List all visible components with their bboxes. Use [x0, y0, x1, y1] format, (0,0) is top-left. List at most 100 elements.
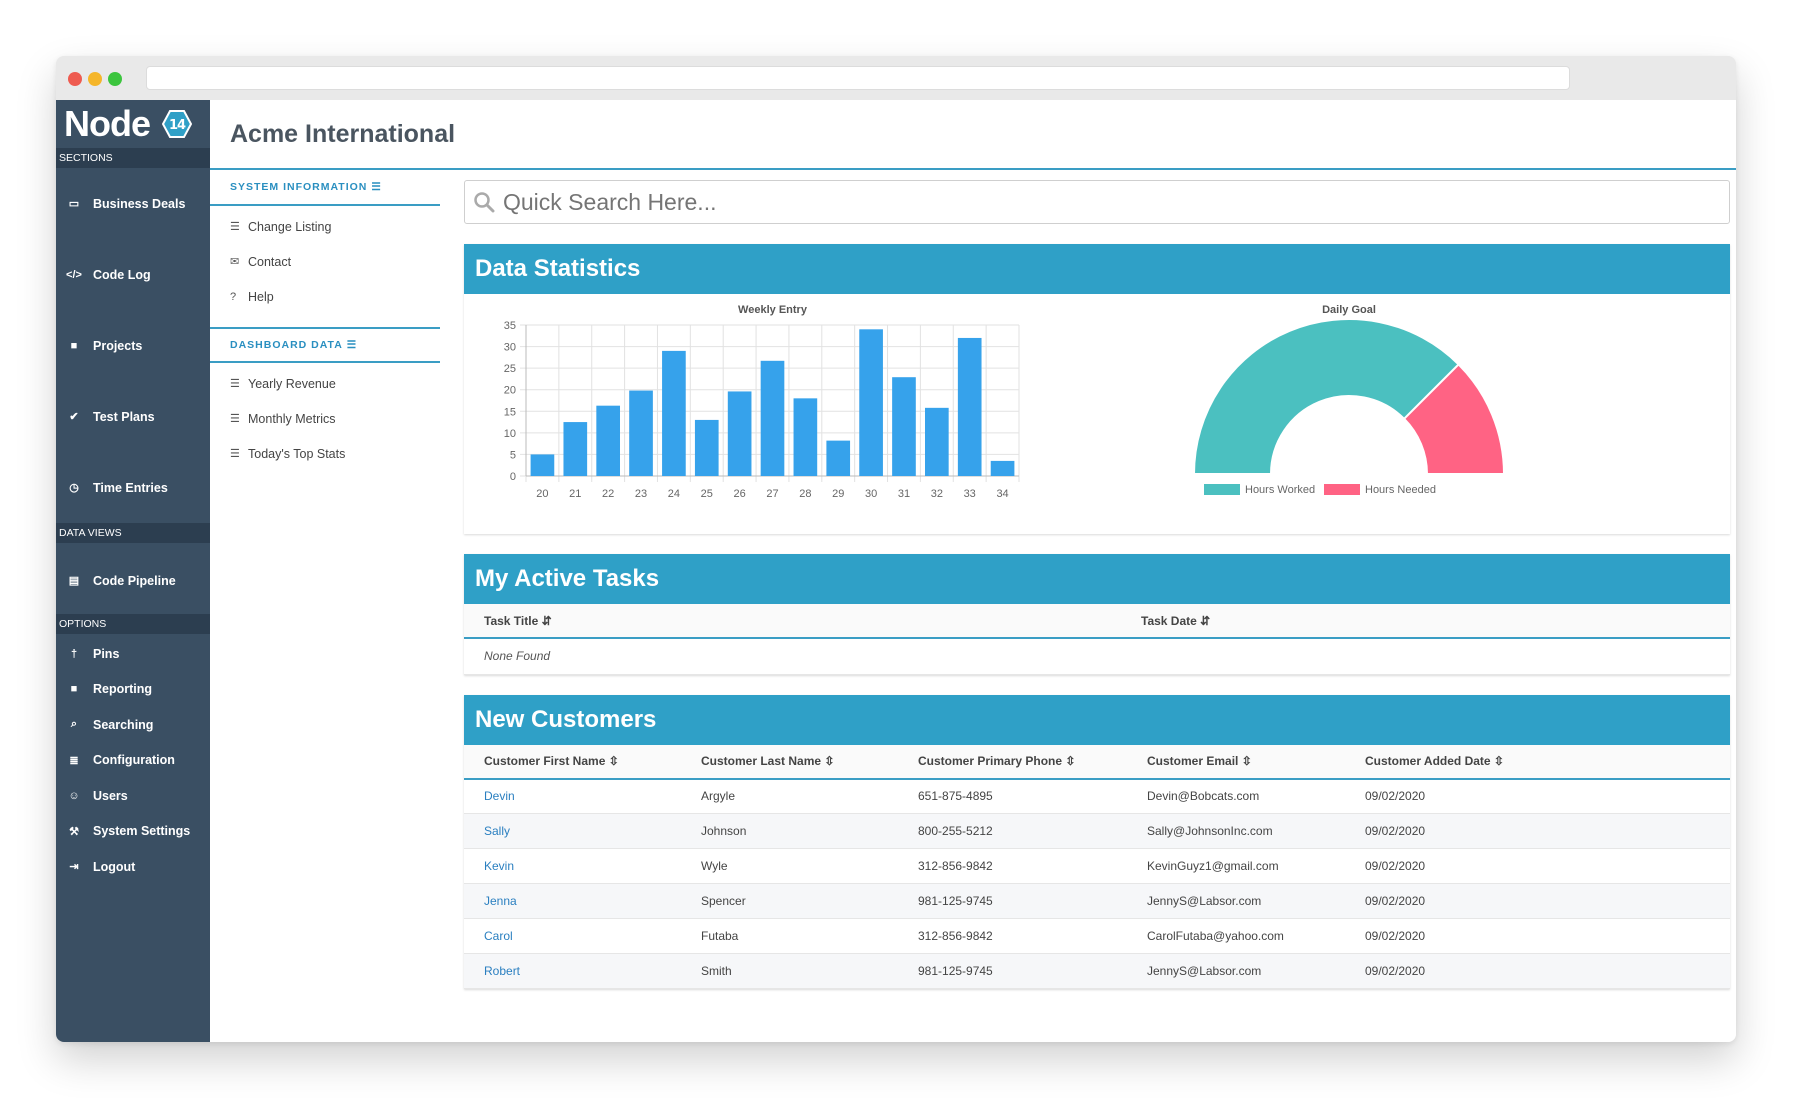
sidebar-item-projects[interactable]: ■ Projects: [56, 310, 210, 381]
column-header-customer-last-name[interactable]: Customer Last Name ⇳: [681, 744, 898, 780]
minimize-window-button[interactable]: [88, 72, 102, 86]
sidebar-item-test-plans[interactable]: ✔ Test Plans: [56, 381, 210, 452]
nav-item-monthly-metrics[interactable]: ☰ Monthly Metrics: [210, 401, 446, 436]
sort-icon: ⇳: [1238, 754, 1252, 768]
x-tick-label: 31: [898, 488, 910, 500]
column-header-task-date[interactable]: Task Date ⇵: [1121, 604, 1730, 639]
nav-item-contact[interactable]: ✉ Contact: [210, 244, 446, 279]
sidebar-item-searching[interactable]: ⌕ Searching: [56, 707, 210, 743]
column-header-task-title[interactable]: Task Title ⇵: [464, 604, 1121, 639]
new-customers-title: New Customers: [464, 694, 1730, 745]
table-cell[interactable]: Robert: [464, 953, 681, 989]
bar: [859, 329, 883, 476]
column-header-customer-primary-phone[interactable]: Customer Primary Phone ⇳: [898, 744, 1127, 780]
users-icon: ☺: [68, 789, 80, 802]
dataviews-heading: DATA VIEWS: [56, 523, 210, 543]
table-cell: CarolFutaba@yahoo.com: [1127, 918, 1345, 954]
legend-swatch: [1324, 484, 1360, 495]
y-tick-label: 0: [510, 471, 516, 483]
sidebar-item-configuration[interactable]: ≣ Configuration: [56, 743, 210, 779]
sidebar-item-users[interactable]: ☺ Users: [56, 778, 210, 814]
legend-swatch: [1204, 484, 1240, 495]
nav-item-yearly-revenue[interactable]: ☰ Yearly Revenue: [210, 366, 446, 401]
nav-item-label: Yearly Revenue: [248, 376, 336, 391]
sidebar-item-label: Code Pipeline: [93, 573, 176, 588]
x-tick-label: 26: [734, 488, 746, 500]
sidebar-item-label: Searching: [93, 717, 154, 732]
column-header-customer-email[interactable]: Customer Email ⇳: [1127, 744, 1345, 780]
x-tick-label: 21: [569, 488, 581, 500]
table-cell: 09/02/2020: [1345, 778, 1730, 814]
book-icon: ■: [70, 339, 78, 352]
sidebar-item-pins[interactable]: † Pins: [56, 636, 210, 672]
sidebar-item-logout[interactable]: ⇥ Logout: [56, 849, 210, 885]
x-tick-label: 29: [832, 488, 844, 500]
sidebar-item-system-settings[interactable]: ⚒ System Settings: [56, 814, 210, 850]
customer-link[interactable]: Carol: [484, 929, 513, 943]
nav-item-label: Contact: [248, 254, 292, 269]
table-row[interactable]: Robert Smith 981-125-9745 JennyS@Labsor.com…: [464, 953, 1730, 989]
nav-item-change-listing[interactable]: ☰ Change Listing: [210, 209, 446, 244]
x-tick-label: 27: [766, 488, 778, 500]
quick-search[interactable]: [464, 180, 1730, 224]
sidebar-item-time-entries[interactable]: ◷ Time Entries: [56, 452, 210, 523]
search-input[interactable]: [503, 188, 1683, 216]
y-tick-label: 20: [504, 385, 516, 397]
table-cell: Spencer: [681, 883, 898, 919]
address-bar[interactable]: [146, 66, 1570, 90]
list-icon: ☰: [371, 181, 382, 193]
maximize-window-button[interactable]: [108, 72, 122, 86]
table-row[interactable]: Kevin Wyle 312-856-9842 KevinGuyz1@gmail.co…: [464, 848, 1730, 884]
y-tick-label: 5: [510, 449, 516, 461]
sidebar-item-label: Logout: [93, 859, 136, 874]
table-cell: KevinGuyz1@gmail.com: [1127, 848, 1345, 884]
x-tick-label: 32: [931, 488, 943, 500]
sidebar-item-reporting[interactable]: ■ Reporting: [56, 672, 210, 708]
weekly-entry-chart: Weekly Entry 0 5 10 15 20 25 30 35 20 21 22 23 24 25 26…: [504, 304, 1020, 500]
customer-link[interactable]: Jenna: [484, 894, 517, 908]
table-cell[interactable]: Kevin: [464, 848, 681, 884]
table-cell[interactable]: Sally: [464, 813, 681, 849]
x-tick-label: 34: [996, 488, 1008, 500]
gauge-slice: [1402, 362, 1506, 475]
sidebar-item-business-deals[interactable]: ▭ Business Deals: [56, 168, 210, 239]
nav-item-help[interactable]: ? Help: [210, 279, 446, 314]
bar: [990, 460, 1015, 476]
customer-link[interactable]: Kevin: [484, 859, 515, 873]
bar: [826, 440, 851, 476]
table-row[interactable]: Jenna Spencer 981-125-9745 JennyS@Labsor.co…: [464, 883, 1730, 919]
bar: [629, 390, 653, 476]
logo[interactable]: Node 14: [56, 100, 210, 148]
system-info-heading-label: SYSTEM INFORMATION: [230, 181, 368, 193]
column-header-customer-first-name[interactable]: Customer First Name ⇳: [464, 744, 681, 780]
table-cell[interactable]: Carol: [464, 918, 681, 954]
column-header-customer-added-date[interactable]: Customer Added Date ⇳: [1345, 744, 1730, 780]
sort-icon: ⇳: [1062, 754, 1076, 768]
chart-title: Weekly Entry: [738, 304, 808, 316]
table-row[interactable]: Carol Futaba 312-856-9842 CarolFutaba@yahoo…: [464, 918, 1730, 954]
table-cell[interactable]: Jenna: [464, 883, 681, 919]
empty-message: None Found: [464, 638, 1730, 675]
sidebar-item-label: Projects: [93, 338, 143, 353]
sidebar-item-code-pipeline[interactable]: ▤ Code Pipeline: [56, 545, 210, 616]
list-icon: ☰: [230, 448, 240, 460]
statistics-body: Weekly Entry 0 5 10 15 20 25 30 35 20 21 22 23 24 25 26…: [464, 294, 1730, 534]
x-tick-label: 33: [964, 488, 976, 500]
system-info-heading[interactable]: SYSTEM INFORMATION ☰: [210, 170, 440, 206]
table-row[interactable]: Sally Johnson 800-255-5212 Sally@JohnsonInc…: [464, 813, 1730, 849]
y-tick-label: 30: [504, 342, 516, 354]
table-cell: Johnson: [681, 813, 898, 849]
dashboard-data-heading[interactable]: DASHBOARD DATA ☰: [210, 327, 440, 363]
close-window-button[interactable]: [68, 72, 82, 86]
customer-link[interactable]: Sally: [484, 824, 511, 838]
nav-item-today-s-top-stats[interactable]: ☰ Today's Top Stats: [210, 436, 446, 471]
bar: [694, 419, 719, 476]
table-cell[interactable]: Devin: [464, 778, 681, 814]
secondary-nav: SYSTEM INFORMATION ☰ ☰ Change Listing ✉ Con…: [210, 170, 446, 1042]
active-tasks-title: My Active Tasks: [464, 554, 1730, 604]
sidebar-item-code-log[interactable]: </> Code Log: [56, 239, 210, 310]
customer-link[interactable]: Devin: [484, 789, 515, 804]
table-cell: 09/02/2020: [1345, 813, 1730, 849]
customer-link[interactable]: Robert: [484, 964, 521, 978]
table-row[interactable]: Devin Argyle 651-875-4895 Devin@Bobcats.com…: [464, 778, 1730, 814]
